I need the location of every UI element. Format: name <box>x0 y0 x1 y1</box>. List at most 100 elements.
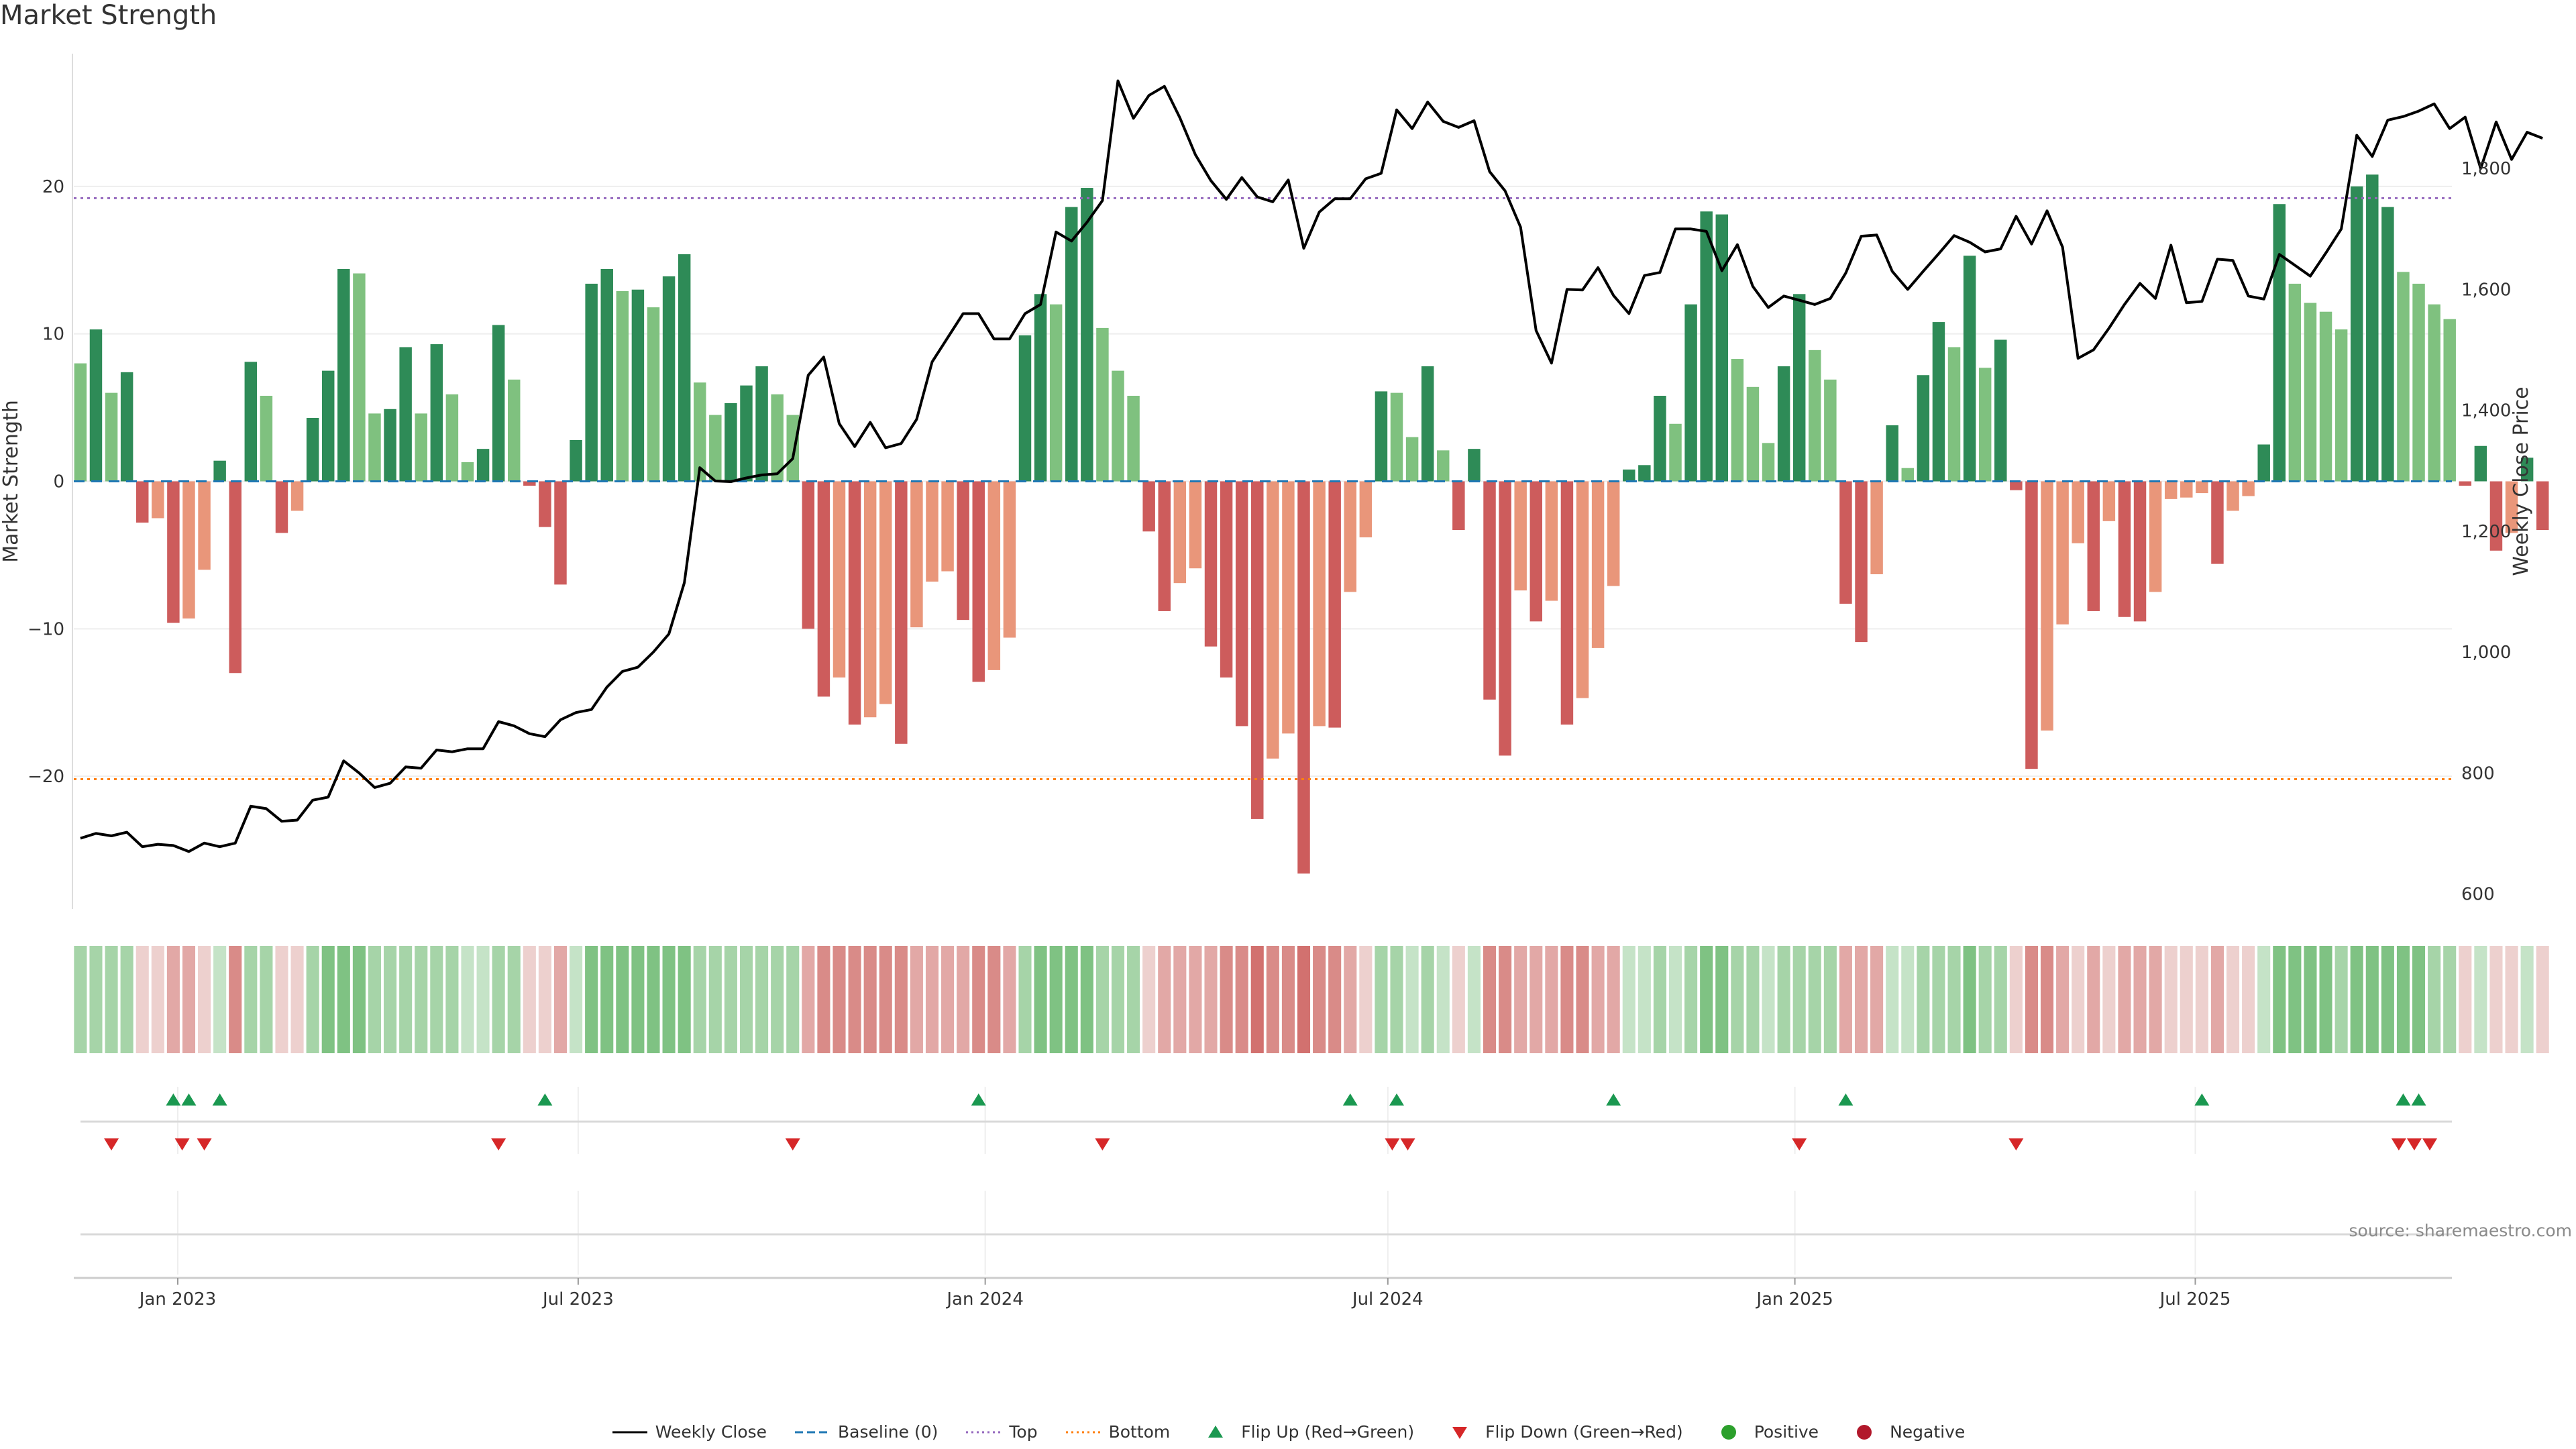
strength-bar <box>833 481 846 678</box>
strength-bar <box>2211 481 2224 564</box>
y2-tick-label: 600 <box>2461 884 2495 904</box>
heat-cell <box>1545 946 1558 1053</box>
heat-cell <box>2319 946 2332 1053</box>
strength-bar <box>817 481 830 697</box>
heat-cell <box>2025 946 2038 1053</box>
heat-cell <box>1777 946 1790 1053</box>
heat-cell <box>384 946 397 1053</box>
heat-cell <box>2195 946 2208 1053</box>
heat-cell <box>2257 946 2271 1053</box>
strength-bar <box>2041 481 2053 731</box>
heat-cell <box>1514 946 1527 1053</box>
strength-bar <box>863 481 877 718</box>
heat-cell <box>1313 946 1326 1053</box>
strength-bar <box>1003 481 1016 638</box>
heat-cell <box>1499 946 1512 1053</box>
strength-bar <box>430 344 443 482</box>
heat-cell <box>1189 946 1202 1053</box>
heat-cell <box>166 946 180 1053</box>
legend-label: Weekly Close <box>655 1422 767 1442</box>
heat-cell <box>1638 946 1651 1053</box>
strength-bar <box>1963 256 1976 482</box>
heat-cell <box>2273 946 2286 1053</box>
strength-bar <box>570 439 582 482</box>
heat-cell <box>739 946 753 1053</box>
flip-down-marker <box>491 1138 506 1150</box>
strength-bar <box>1700 211 1713 482</box>
strength-bar <box>2149 481 2162 592</box>
heat-cell <box>1839 946 1852 1053</box>
heat-cell <box>2459 946 2472 1053</box>
heat-cell <box>2536 946 2549 1053</box>
flip-up-marker <box>2194 1093 2210 1106</box>
strength-bar <box>384 409 396 482</box>
heat-cell <box>1529 946 1543 1053</box>
strength-bar <box>1251 481 1264 819</box>
heat-cell <box>1668 946 1682 1053</box>
strength-bar <box>1344 481 1356 592</box>
weekly-close-series <box>80 79 2543 853</box>
strength-bar <box>74 363 87 482</box>
strength-bar <box>1978 368 1992 482</box>
strength-bar <box>2118 481 2131 617</box>
strength-bar <box>2056 481 2069 625</box>
strength-bar <box>213 460 226 482</box>
strength-bar <box>306 417 319 482</box>
strength-bar <box>399 347 412 482</box>
strength-bar <box>2520 458 2534 482</box>
heat-cell <box>2334 946 2348 1053</box>
flip-down-marker <box>2422 1138 2438 1150</box>
legend-item-top: Top <box>965 1422 1038 1442</box>
legend: Weekly Close Baseline (0) Top Bottom Flip Up… <box>0 1422 2576 1442</box>
heat-cell <box>1018 946 1032 1053</box>
legend-swatch-flip-up <box>1208 1425 1224 1438</box>
strength-bar <box>1483 481 1496 700</box>
flip-up-marker <box>537 1093 553 1106</box>
strength-bar <box>2288 283 2302 482</box>
strength-bar <box>2366 174 2379 482</box>
heat-cell <box>1297 946 1311 1053</box>
heat-cell <box>708 946 722 1053</box>
heat-cell <box>786 946 800 1053</box>
legend-marker <box>1857 1424 1872 1440</box>
strength-bar <box>2536 481 2549 531</box>
strength-bar <box>1142 481 1155 532</box>
strength-bar <box>1591 481 1605 648</box>
heat-cell <box>1375 946 1388 1053</box>
flip-up-marker <box>166 1093 181 1106</box>
strength-bar <box>1947 347 1961 482</box>
heat-cell <box>1591 946 1605 1053</box>
axes: −20 −10 0 10 20 600 800 1,000 1,200 1,400 1,600 1,8… <box>0 54 2533 909</box>
legend-label: Flip Down (Green→Red) <box>1485 1422 1683 1442</box>
heat-cell <box>2474 946 2487 1053</box>
flip-up-marker <box>971 1093 986 1106</box>
heat-cell <box>1204 946 1218 1053</box>
strength-bar <box>1081 188 1093 482</box>
heat-cell <box>1994 946 2007 1053</box>
strength-bar <box>1049 304 1063 482</box>
heat-cell <box>1281 946 1295 1053</box>
strength-bar <box>1018 335 1032 482</box>
legend-swatch-baseline <box>795 1431 830 1433</box>
heat-cell <box>430 946 443 1053</box>
heat-cell <box>120 946 133 1053</box>
heat-cell <box>1792 946 1806 1053</box>
heat-cell <box>445 946 459 1053</box>
heat-cell <box>1917 946 1930 1053</box>
flip-up-marker <box>1606 1093 1621 1106</box>
strength-bar <box>2010 481 2023 490</box>
strength-bar <box>1112 370 1124 482</box>
flip-down-marker <box>2406 1138 2422 1150</box>
heat-cell <box>693 946 706 1053</box>
flip-up-marker <box>2396 1093 2411 1106</box>
heat-cell <box>2365 946 2379 1053</box>
strength-bar <box>1746 386 1760 482</box>
y-tick-label: −10 <box>28 619 64 639</box>
strength-bar <box>2381 207 2394 482</box>
strength-bar <box>1267 481 1279 759</box>
heat-cell <box>817 946 830 1053</box>
legend-label: Positive <box>1754 1422 1819 1442</box>
heat-cell <box>415 946 428 1053</box>
x-tick-label: Jan 2023 <box>138 1289 217 1309</box>
